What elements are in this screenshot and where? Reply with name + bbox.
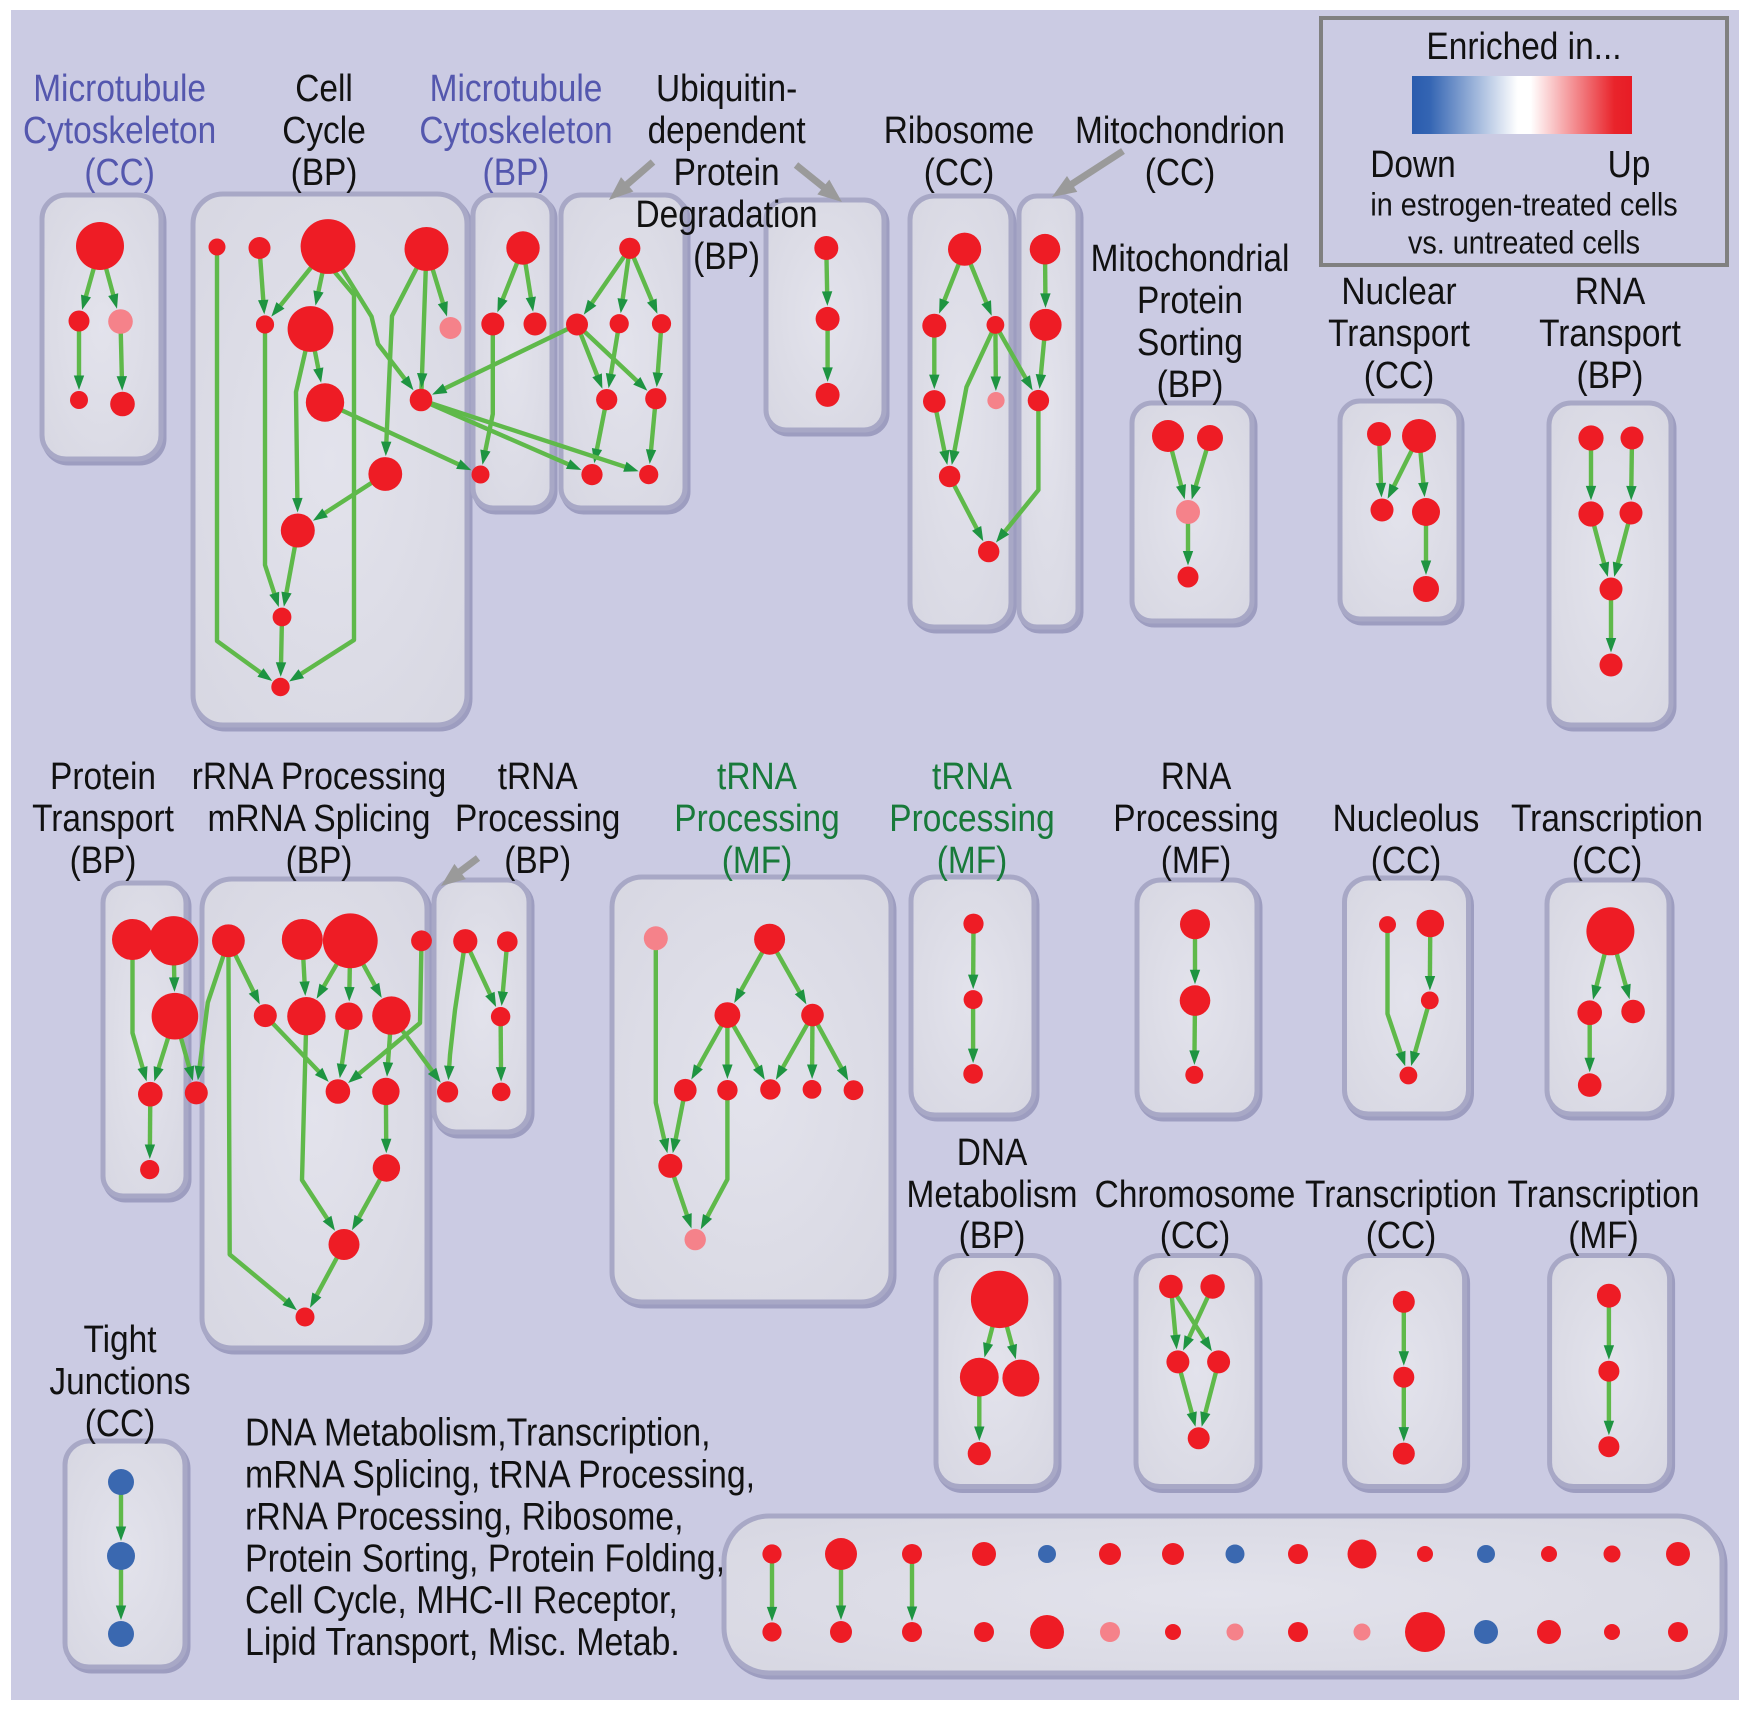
svg-text:(BP): (BP) bbox=[483, 151, 550, 193]
svg-text:Up: Up bbox=[1608, 143, 1651, 185]
svg-text:Cell: Cell bbox=[295, 67, 353, 109]
svg-text:Transport: Transport bbox=[1328, 312, 1470, 354]
svg-text:Protein Sorting, Protein Foldi: Protein Sorting, Protein Folding, bbox=[245, 1536, 725, 1580]
svg-text:Degradation: Degradation bbox=[636, 193, 818, 235]
svg-text:(CC): (CC) bbox=[1145, 151, 1216, 193]
svg-text:(CC): (CC) bbox=[1572, 839, 1643, 881]
svg-text:Processing: Processing bbox=[674, 797, 839, 839]
svg-text:rRNA Processing: rRNA Processing bbox=[192, 755, 447, 797]
svg-text:Ubiquitin-: Ubiquitin- bbox=[656, 67, 797, 109]
svg-text:Cycle: Cycle bbox=[282, 109, 366, 151]
svg-text:Cell Cycle, MHC-II Receptor,: Cell Cycle, MHC-II Receptor, bbox=[245, 1578, 678, 1622]
svg-text:Sorting: Sorting bbox=[1137, 321, 1243, 363]
svg-text:Lipid Transport, Misc. Metab.: Lipid Transport, Misc. Metab. bbox=[245, 1620, 680, 1664]
svg-text:Mitochondrial: Mitochondrial bbox=[1091, 237, 1290, 279]
svg-text:Microtubule: Microtubule bbox=[430, 67, 603, 109]
svg-text:tRNA: tRNA bbox=[932, 755, 1012, 797]
svg-text:(MF): (MF) bbox=[1161, 839, 1232, 881]
svg-text:(CC): (CC) bbox=[1160, 1214, 1231, 1256]
svg-text:Protein: Protein bbox=[674, 151, 780, 193]
svg-text:Chromosome: Chromosome bbox=[1095, 1173, 1296, 1215]
svg-text:(BP): (BP) bbox=[1577, 354, 1644, 396]
svg-text:Transcription: Transcription bbox=[1508, 1173, 1700, 1215]
svg-text:Transcription: Transcription bbox=[1305, 1173, 1497, 1215]
svg-text:Protein: Protein bbox=[50, 755, 156, 797]
svg-text:tRNA: tRNA bbox=[498, 755, 578, 797]
svg-text:(CC): (CC) bbox=[85, 1402, 156, 1444]
svg-text:(MF): (MF) bbox=[1568, 1214, 1639, 1256]
svg-text:Enriched in...: Enriched in... bbox=[1426, 25, 1621, 67]
svg-text:DNA: DNA bbox=[957, 1131, 1028, 1173]
svg-text:Processing: Processing bbox=[1113, 797, 1278, 839]
svg-text:Junctions: Junctions bbox=[49, 1360, 190, 1402]
svg-text:Transcription: Transcription bbox=[1511, 797, 1703, 839]
svg-text:Microtubule: Microtubule bbox=[33, 67, 206, 109]
svg-text:Tight: Tight bbox=[83, 1318, 156, 1360]
svg-text:(BP): (BP) bbox=[286, 839, 353, 881]
svg-text:Cytoskeleton: Cytoskeleton bbox=[419, 109, 612, 151]
svg-text:rRNA Processing, Ribosome,: rRNA Processing, Ribosome, bbox=[245, 1494, 684, 1538]
svg-text:Nucleolus: Nucleolus bbox=[1333, 797, 1480, 839]
svg-text:Processing: Processing bbox=[455, 797, 620, 839]
svg-text:DNA Metabolism,Transcription,: DNA Metabolism,Transcription, bbox=[245, 1411, 711, 1455]
svg-text:Transport: Transport bbox=[1539, 312, 1681, 354]
svg-text:Ribosome: Ribosome bbox=[884, 109, 1035, 151]
svg-text:vs. untreated cells: vs. untreated cells bbox=[1408, 225, 1640, 261]
svg-text:(BP): (BP) bbox=[693, 235, 760, 277]
svg-text:tRNA: tRNA bbox=[717, 755, 797, 797]
svg-text:(BP): (BP) bbox=[1157, 363, 1224, 405]
svg-text:Transport: Transport bbox=[32, 797, 174, 839]
svg-text:Mitochondrion: Mitochondrion bbox=[1075, 109, 1285, 151]
svg-text:Cytoskeleton: Cytoskeleton bbox=[23, 109, 216, 151]
svg-text:Down: Down bbox=[1370, 143, 1455, 185]
svg-text:RNA: RNA bbox=[1575, 270, 1646, 312]
svg-text:(MF): (MF) bbox=[722, 839, 793, 881]
svg-text:Metabolism: Metabolism bbox=[907, 1173, 1078, 1215]
svg-text:Nuclear: Nuclear bbox=[1341, 270, 1456, 312]
svg-text:(BP): (BP) bbox=[291, 151, 358, 193]
svg-text:mRNA Splicing, tRNA Processing: mRNA Splicing, tRNA Processing, bbox=[245, 1452, 755, 1496]
svg-text:(CC): (CC) bbox=[924, 151, 995, 193]
svg-text:(CC): (CC) bbox=[84, 151, 155, 193]
svg-text:(CC): (CC) bbox=[1364, 354, 1435, 396]
svg-text:RNA: RNA bbox=[1161, 755, 1232, 797]
svg-text:mRNA Splicing: mRNA Splicing bbox=[208, 797, 431, 839]
svg-text:dependent: dependent bbox=[648, 109, 806, 151]
svg-text:(BP): (BP) bbox=[70, 839, 137, 881]
svg-text:in estrogen-treated cells: in estrogen-treated cells bbox=[1370, 187, 1677, 223]
svg-text:(CC): (CC) bbox=[1371, 839, 1442, 881]
svg-text:Processing: Processing bbox=[889, 797, 1054, 839]
svg-text:(BP): (BP) bbox=[504, 839, 571, 881]
svg-text:Protein: Protein bbox=[1137, 279, 1243, 321]
svg-text:(CC): (CC) bbox=[1366, 1214, 1437, 1256]
svg-text:(MF): (MF) bbox=[937, 839, 1008, 881]
svg-text:(BP): (BP) bbox=[959, 1214, 1026, 1256]
